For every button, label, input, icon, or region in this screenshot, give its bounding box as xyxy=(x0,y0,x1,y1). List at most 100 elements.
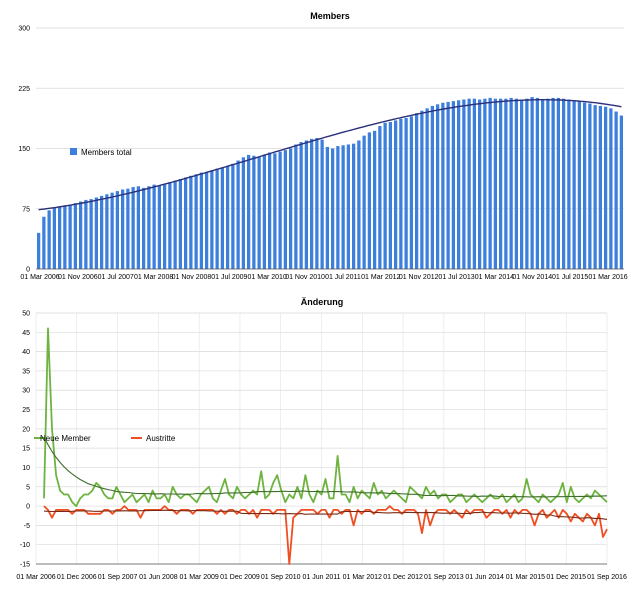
aenderung-x-tick-label: 01 Mar 2012 xyxy=(343,574,382,581)
aenderung-y-tick-label: -15 xyxy=(20,562,30,569)
members-bar xyxy=(430,105,434,269)
members-x-tick-label: 01 Jul 2007 xyxy=(98,274,134,281)
legend-label-austritte: Austritte xyxy=(146,434,176,443)
members-bar xyxy=(278,151,282,269)
members-bar xyxy=(110,192,114,269)
aenderung-chart: Änderung -15 -10 -5 0 5 10 15 20 25 30 35 40 45 50 01 M… xyxy=(16,297,627,581)
aenderung-x-tick-label: 01 Mar 2015 xyxy=(506,574,545,581)
members-bar xyxy=(614,111,618,269)
members-bar xyxy=(299,142,303,269)
members-bar xyxy=(189,175,193,269)
members-bar xyxy=(100,195,104,269)
aenderung-x-tick-label: 01 Jun 2008 xyxy=(139,574,178,581)
members-bar xyxy=(79,201,83,269)
members-bar xyxy=(231,163,235,269)
aenderung-y-tick-label: -5 xyxy=(24,523,30,530)
members-bar xyxy=(73,203,77,269)
members-bar xyxy=(362,135,366,269)
members-bar xyxy=(257,156,261,269)
aenderung-y-tick-label: 10 xyxy=(22,465,30,472)
members-bar xyxy=(126,188,130,269)
members-trend-line xyxy=(38,99,622,211)
members-bar xyxy=(556,97,560,269)
members-bar xyxy=(399,118,403,269)
members-bar xyxy=(388,121,392,270)
members-bar xyxy=(409,116,413,270)
members-bar xyxy=(378,126,382,269)
members-x-tick-label: 01 Mar 2008 xyxy=(134,274,173,281)
members-bar xyxy=(226,166,230,269)
aenderung-x-tick-label: 01 Sep 2007 xyxy=(98,574,138,581)
aenderung-y-tick-label: 35 xyxy=(22,368,30,375)
legend-label-neue-member: Neue Member xyxy=(40,434,91,443)
members-bar xyxy=(441,102,445,270)
members-bar xyxy=(147,186,151,269)
aenderung-y-tick-label: 20 xyxy=(22,426,30,433)
members-bar xyxy=(58,206,62,269)
members-x-tick-label: 01 Jul 2013 xyxy=(438,274,474,281)
aenderung-x-tick-label: 01 Dec 2012 xyxy=(383,574,423,581)
members-bar xyxy=(462,99,466,269)
members-bar xyxy=(535,97,539,269)
members-bar xyxy=(121,189,125,269)
members-y-tick-label: 300 xyxy=(18,26,30,33)
members-bar xyxy=(488,97,492,269)
members-bar xyxy=(541,99,545,269)
members-bar xyxy=(168,182,172,269)
members-bar xyxy=(436,104,440,269)
members-bar xyxy=(604,106,608,269)
members-bar xyxy=(457,100,461,269)
members-bar xyxy=(68,204,72,269)
aenderung-y-tick-label: 45 xyxy=(22,330,30,337)
members-bar xyxy=(236,160,240,269)
members-bar xyxy=(63,205,67,269)
aenderung-x-tick-label: 01 Dec 2009 xyxy=(220,574,260,581)
members-bar xyxy=(598,105,602,269)
members-bar xyxy=(588,103,592,269)
members-bar xyxy=(173,180,177,269)
members-chart-title: Members xyxy=(310,11,350,21)
members-bar xyxy=(420,110,424,270)
members-bar xyxy=(415,113,419,270)
aenderung-trend-line-neue-member xyxy=(43,436,608,498)
members-bar xyxy=(567,99,571,269)
members-bar xyxy=(220,167,224,269)
members-bar xyxy=(530,97,534,269)
members-bar xyxy=(493,98,497,269)
members-bar xyxy=(619,115,623,269)
members-bar xyxy=(478,99,482,269)
aenderung-y-tick-label: 0 xyxy=(26,504,30,511)
members-bar xyxy=(142,187,146,269)
members-bar xyxy=(283,150,287,269)
members-bar xyxy=(546,98,550,269)
members-bar xyxy=(262,154,266,269)
members-y-tick-label: 225 xyxy=(18,86,30,93)
members-bar xyxy=(583,102,587,270)
members-bar xyxy=(331,148,335,269)
members-bar xyxy=(294,144,298,269)
aenderung-trend-line-austritte xyxy=(43,509,608,520)
members-x-tick-label: 01 Mar 2010 xyxy=(248,274,287,281)
aenderung-y-tick-label: 15 xyxy=(22,446,30,453)
members-bar xyxy=(315,138,319,269)
members-bar xyxy=(346,144,350,269)
aenderung-x-tick-label: 01 Jun 2011 xyxy=(302,574,340,581)
aenderung-series-line-neue-member xyxy=(43,327,608,507)
members-bar xyxy=(136,186,140,269)
members-bar xyxy=(273,153,277,269)
members-bar xyxy=(131,187,135,269)
members-y-tick-label: 75 xyxy=(22,206,30,213)
members-bar xyxy=(247,154,251,269)
members-bar xyxy=(199,172,203,269)
members-bar xyxy=(373,130,377,269)
members-y-tick-label: 150 xyxy=(18,146,30,153)
members-bar xyxy=(42,216,46,269)
members-bar xyxy=(572,100,576,269)
members-bar xyxy=(451,101,455,269)
members-bar xyxy=(504,98,508,269)
members-bar xyxy=(105,194,109,269)
members-bar xyxy=(157,185,161,269)
members-x-tick-label: 01 Jul 2015 xyxy=(552,274,588,281)
members-bar xyxy=(184,177,188,269)
